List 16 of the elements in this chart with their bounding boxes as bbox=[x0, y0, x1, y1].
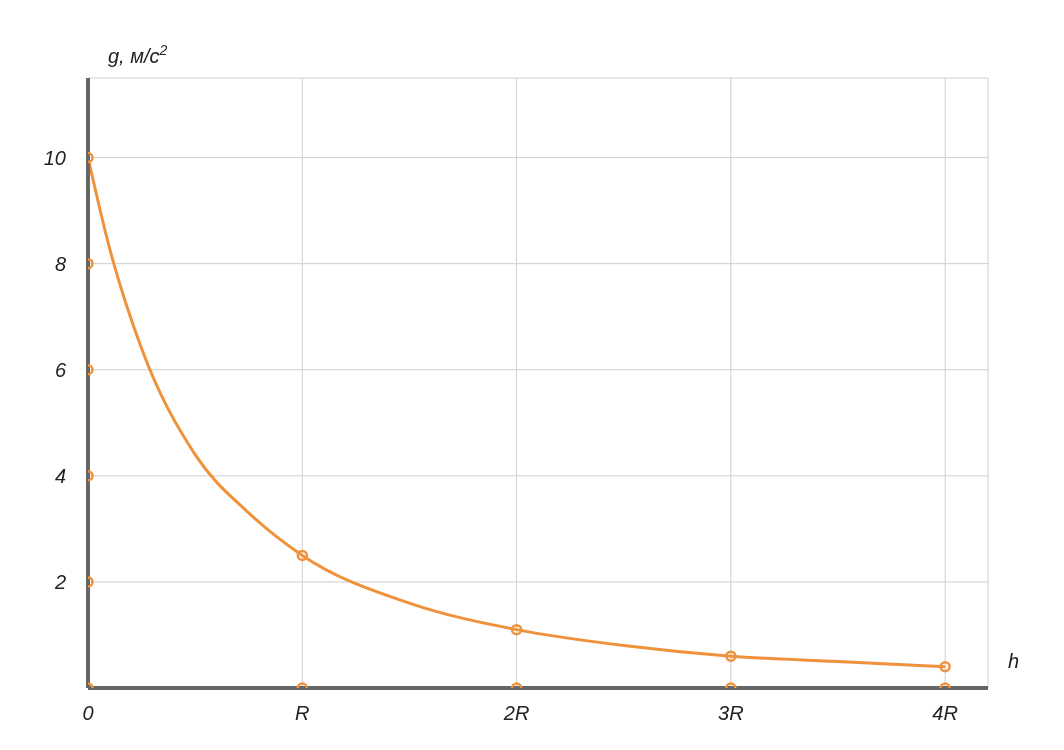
point bbox=[296, 549, 309, 562]
y-tick-label: 4 bbox=[54, 464, 66, 487]
point bbox=[510, 623, 523, 636]
x-tick-label: 4R bbox=[932, 702, 958, 724]
y-tick-label: 6 bbox=[54, 358, 67, 381]
y-tick-label: 10 bbox=[43, 146, 66, 169]
x-tick-label: 3R bbox=[718, 702, 744, 724]
y-axis-title: g, м/с$^{2}$ bbox=[108, 42, 168, 67]
x-tick-label: 2R bbox=[502, 702, 530, 724]
x-axis-title: h bbox=[1008, 650, 1020, 672]
point bbox=[725, 650, 737, 662]
y-tick-label: 8 bbox=[54, 252, 66, 275]
x-tick-label: R bbox=[295, 702, 310, 724]
y-tick-label: 2 bbox=[53, 570, 66, 593]
point bbox=[939, 661, 951, 673]
x-tick-label: 0 bbox=[82, 702, 94, 724]
